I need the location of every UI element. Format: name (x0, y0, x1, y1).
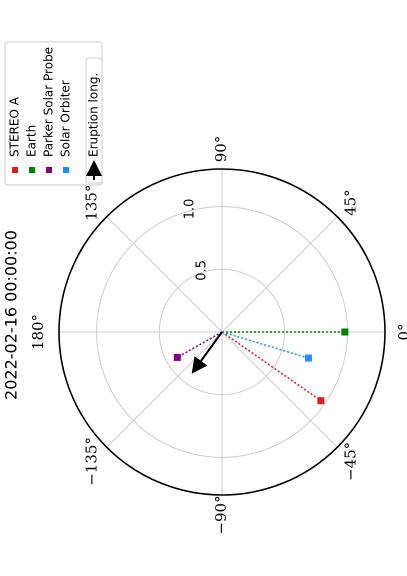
legend-marker (63, 167, 69, 173)
theta-tick-label: −90° (212, 495, 230, 534)
legend-label: Earth (25, 125, 39, 157)
theta-tick-label: −135° (83, 437, 101, 486)
r-tick-label: 0.5 (195, 260, 210, 281)
legend-marker (29, 167, 35, 173)
grid-circle (158, 268, 286, 396)
legend-label: Eruption long. (87, 73, 101, 157)
theta-tick-label: 135° (83, 185, 101, 221)
point (173, 353, 181, 361)
theta-tick-label: 180° (29, 314, 47, 350)
theta-tick-label: 0° (395, 323, 407, 340)
connector (221, 331, 322, 402)
legend-marker (12, 167, 18, 173)
legend-marker (46, 167, 52, 173)
grid-line (221, 331, 338, 448)
legend-box (85, 57, 103, 184)
arrow (191, 331, 223, 374)
legend-label: Parker Solar Probe (42, 47, 56, 157)
connector (176, 331, 223, 359)
r-tick-label: 1.0 (183, 199, 198, 220)
point (317, 397, 325, 405)
connector (221, 331, 309, 359)
theta-tick-label: 90° (212, 136, 230, 163)
grid-line (106, 216, 223, 333)
grid-line (221, 216, 338, 333)
point (341, 328, 349, 336)
outer-circle (58, 168, 386, 496)
legend-label: Solar Orbiter (59, 80, 73, 157)
theta-tick-label: 45° (341, 189, 359, 216)
grid-line (106, 331, 223, 448)
chart-title: 2022-02-16 00:00:00 (2, 230, 21, 400)
legend-label: STEREO A (8, 96, 22, 157)
point (304, 354, 312, 362)
theta-tick-label: −45° (341, 442, 359, 481)
